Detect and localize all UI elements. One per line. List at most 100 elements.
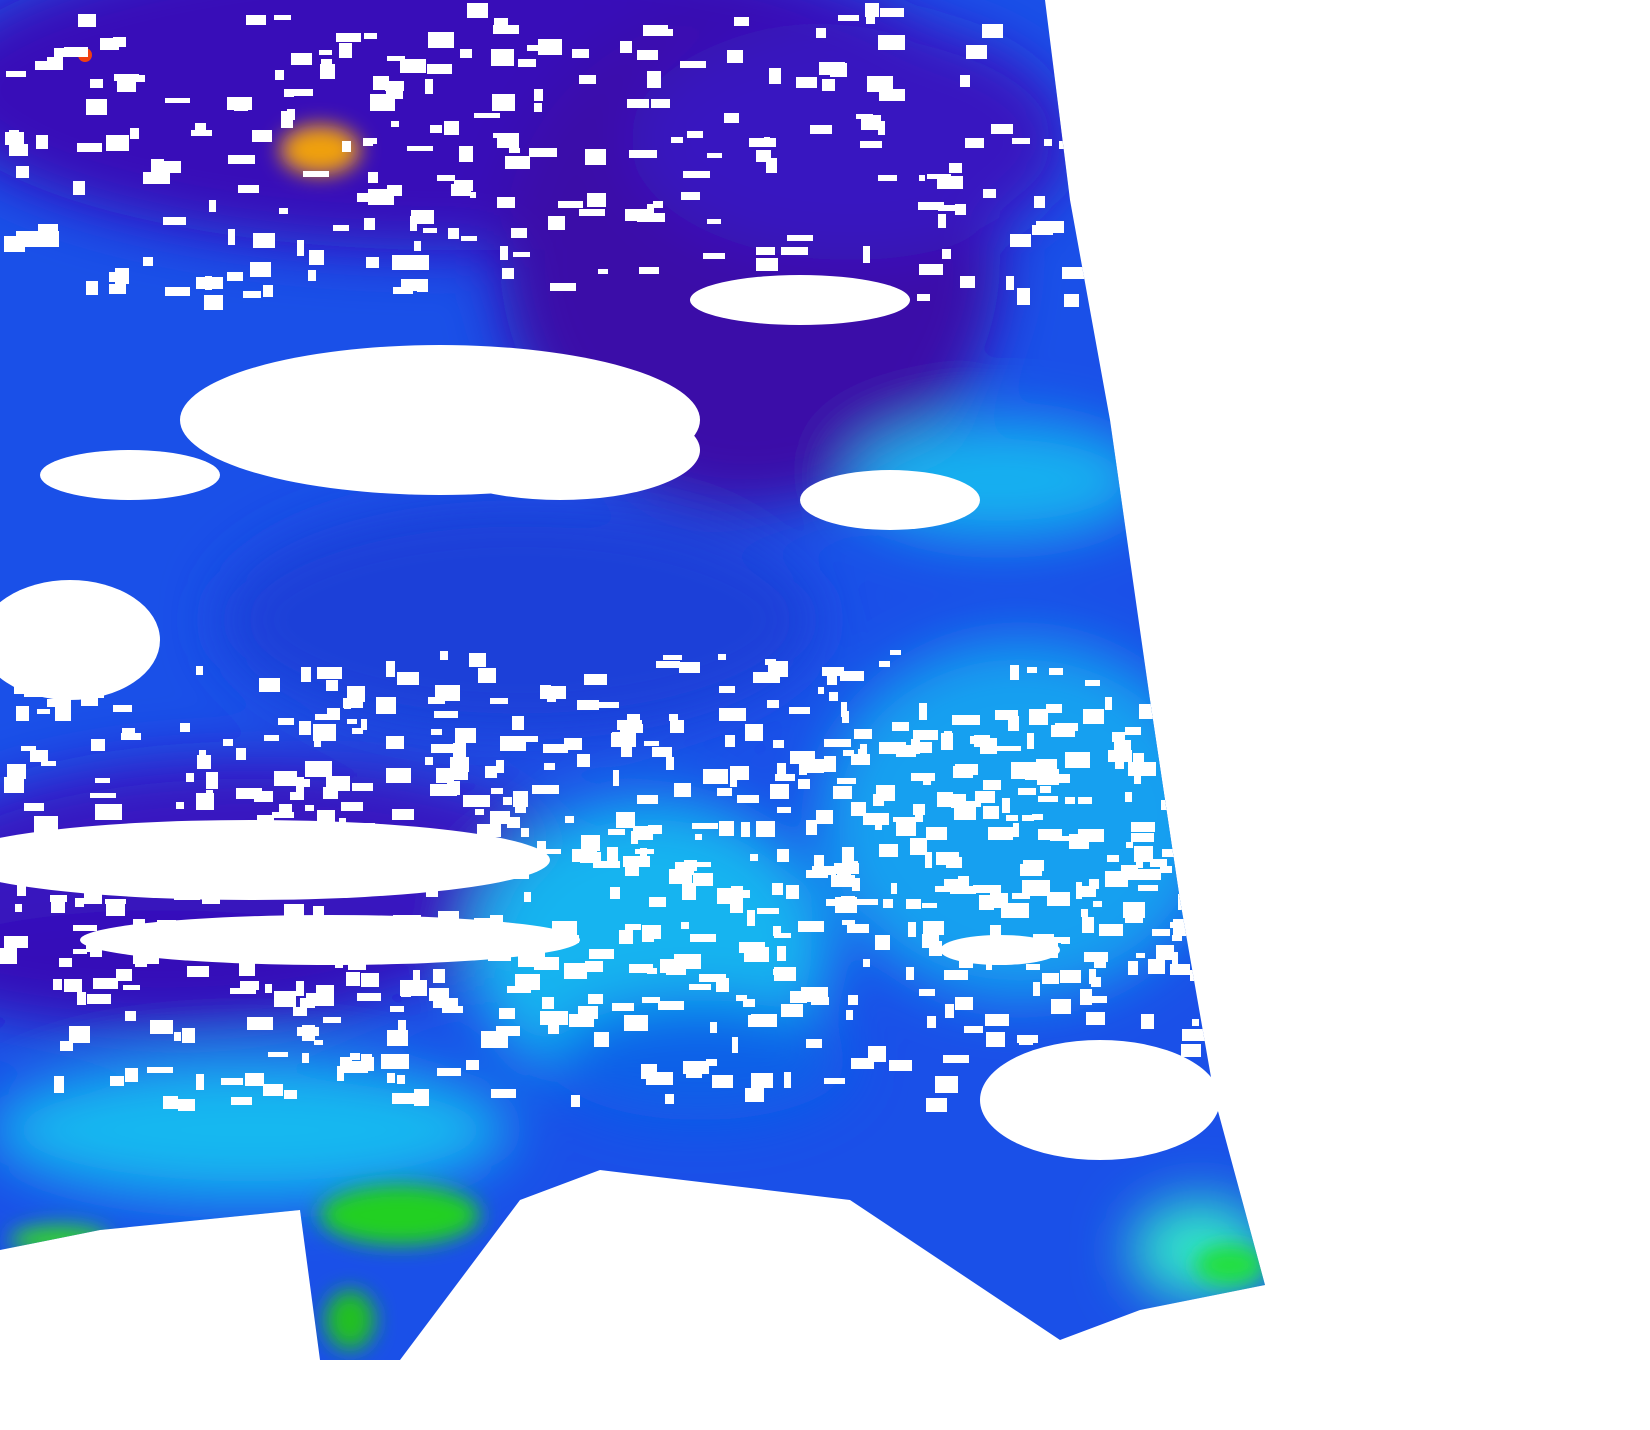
cloud-speck: [814, 855, 824, 870]
cloud-speck: [623, 856, 650, 867]
cloud-speck: [255, 840, 280, 847]
cloud-speck: [406, 924, 418, 930]
cloud-speck: [490, 811, 510, 824]
cloud-speck: [572, 849, 597, 862]
cloud-speck: [819, 62, 845, 73]
cloud-speck: [1156, 945, 1174, 960]
cloud-speck: [209, 200, 216, 212]
cloud-speck: [387, 56, 405, 61]
cloud-speck: [639, 267, 659, 274]
cloud-speck: [824, 739, 851, 747]
cloud-speck: [84, 892, 102, 904]
cloud-speck: [878, 35, 905, 50]
cloud-speck: [247, 1017, 273, 1030]
cloud-speck: [16, 706, 29, 721]
cloud-speck: [400, 980, 427, 996]
cloud-speck: [1010, 234, 1031, 247]
cloud-speck: [77, 143, 102, 152]
cloud-speck: [336, 33, 361, 42]
cloud-speck: [684, 860, 697, 871]
cloud-speck: [1022, 815, 1034, 821]
cloud-speck: [579, 75, 596, 84]
cloud-speck: [965, 138, 984, 148]
cloud-speck: [896, 745, 916, 757]
cloud-speck: [743, 999, 755, 1007]
cloud-speck: [544, 763, 555, 770]
cloud-speck: [1133, 753, 1144, 770]
cloud-speck: [513, 791, 528, 807]
cloud-speck: [737, 795, 759, 803]
cloud-speck: [730, 898, 743, 913]
cloud-speck: [824, 756, 836, 772]
cloud-speck: [350, 1053, 360, 1060]
cloud-speck: [949, 163, 962, 173]
cloud-speck: [475, 809, 484, 815]
cloud-speck: [302, 1025, 315, 1041]
cloud-speck: [444, 121, 459, 135]
cloud-speck: [629, 150, 657, 158]
cloud-speck: [438, 911, 459, 920]
cloud-speck: [125, 1068, 138, 1082]
cloud-speck: [806, 820, 817, 835]
cloud-speck: [627, 99, 649, 108]
cloud-speck: [431, 860, 457, 868]
cloud-speck: [995, 710, 1018, 720]
cloud-speck: [308, 270, 316, 281]
cloud-speck: [629, 964, 653, 973]
cloud-speck: [223, 739, 233, 746]
cloud-speck: [292, 882, 309, 889]
cloud-speck: [1012, 893, 1030, 899]
cloud-speck: [125, 1011, 136, 1021]
cloud-speck: [724, 113, 739, 123]
cloud-speck: [279, 804, 292, 812]
cloud-speck: [1190, 970, 1208, 981]
cloud-speck: [109, 272, 116, 282]
cloud-speck: [646, 1072, 673, 1085]
cloud-speck: [1125, 727, 1141, 735]
cloud-speck: [467, 3, 488, 18]
cloud-speck: [945, 1004, 954, 1018]
cloud-speck: [556, 935, 579, 943]
cloud-speck: [1020, 864, 1042, 876]
cloud-speck: [360, 932, 366, 937]
cloud-speck: [534, 89, 543, 101]
cloud-speck: [950, 886, 976, 894]
cloud-speck: [681, 922, 689, 929]
cloud-speck: [707, 153, 722, 158]
cloud-speck: [692, 823, 718, 829]
cloud-speck: [1025, 771, 1053, 780]
cloud-speck: [463, 795, 490, 807]
cloud-speck: [674, 783, 691, 797]
cloud-speck: [155, 825, 169, 831]
cloud-speck: [1170, 964, 1190, 975]
cloud-speck: [293, 1007, 307, 1016]
cloud-speck: [505, 156, 530, 169]
cloud-speck: [90, 793, 116, 798]
cloud-speck: [1136, 861, 1143, 868]
cloud-speck: [777, 807, 791, 813]
cloud-speck: [231, 1097, 252, 1105]
cloud-speck: [287, 109, 295, 120]
cloud-speck: [842, 847, 854, 864]
cloud-speck: [540, 685, 551, 699]
cloud-speck: [9, 144, 28, 156]
cloud-speck: [625, 867, 639, 876]
cloud-speck: [1150, 859, 1167, 867]
cloud-speck: [114, 74, 139, 81]
cloud-speck: [299, 721, 311, 735]
cloud-speck: [773, 969, 784, 975]
cloud-speck: [17, 880, 26, 896]
cloud-speck: [1162, 849, 1176, 857]
cloud-speck: [130, 842, 150, 850]
cloud-speck: [274, 771, 297, 786]
cloud-speck: [136, 873, 164, 884]
cloud-speck: [774, 933, 791, 938]
cloud-speck: [781, 1004, 803, 1017]
cloud-speck: [274, 991, 296, 1007]
cloud-speck: [693, 873, 713, 886]
cloud-speck: [876, 785, 895, 801]
cloud-speck: [86, 946, 101, 952]
cloud-speck: [1049, 668, 1063, 675]
cloud-speck: [518, 953, 538, 967]
